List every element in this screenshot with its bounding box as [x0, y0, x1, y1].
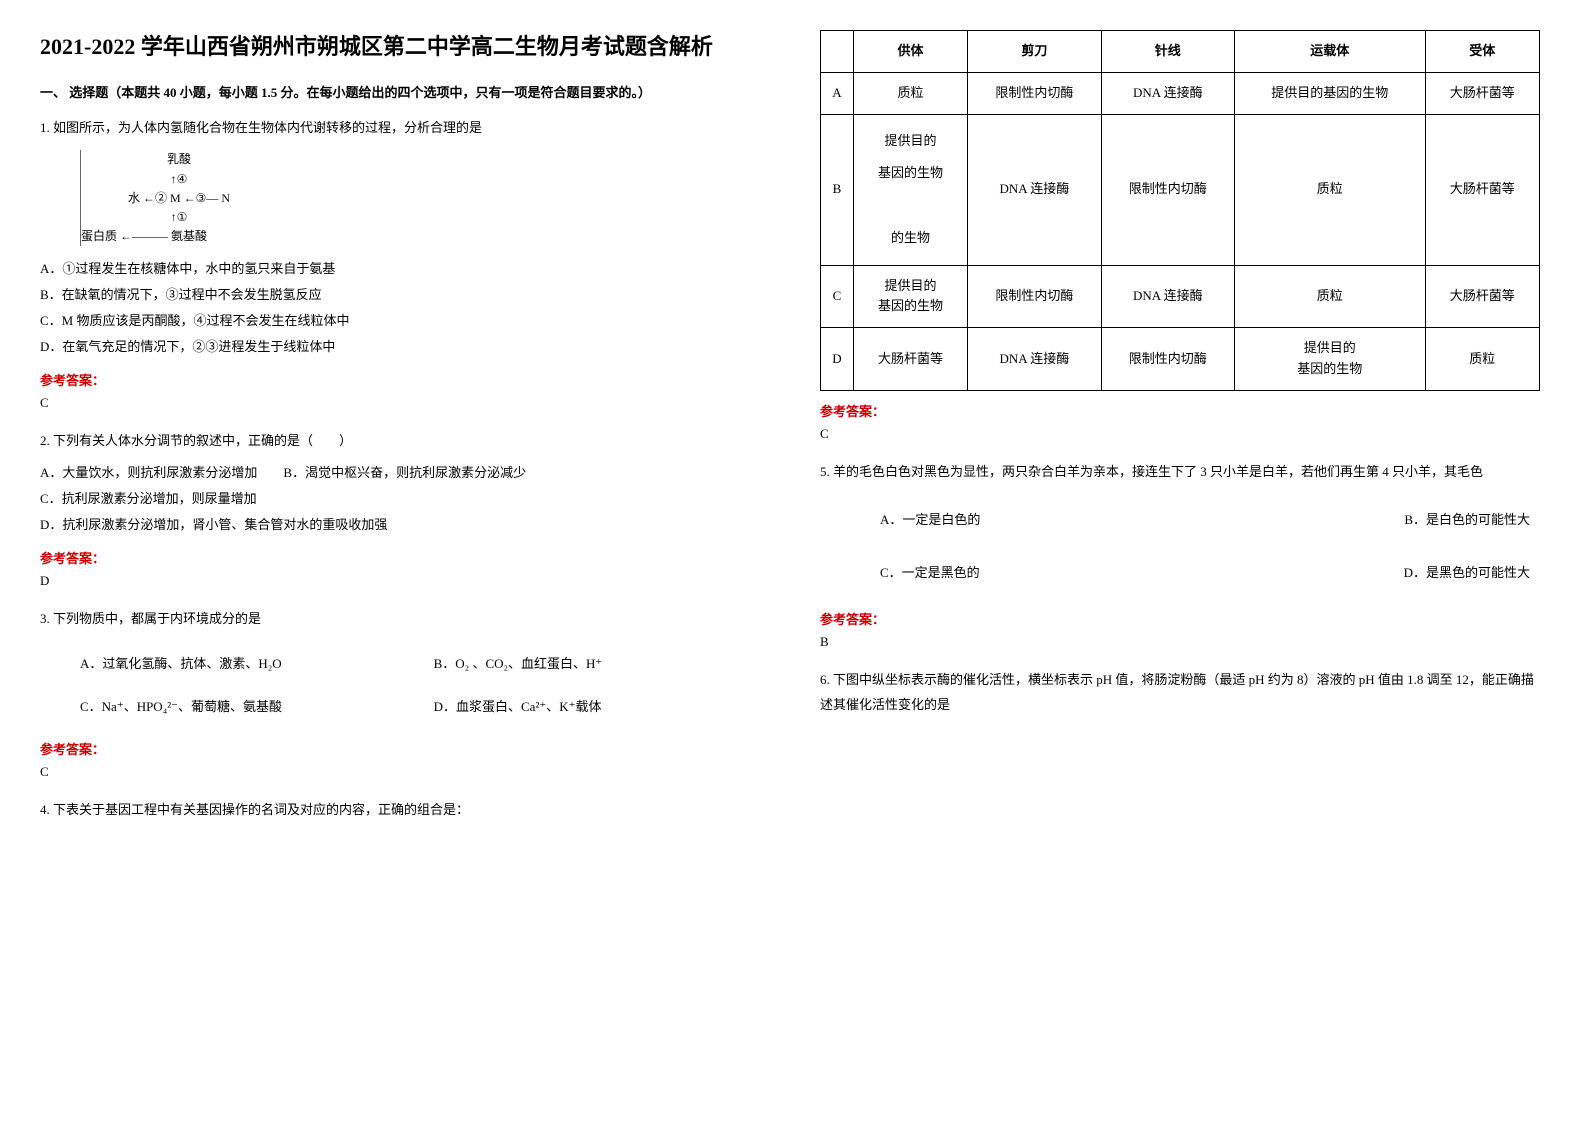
th-needle: 针线 [1101, 31, 1234, 73]
q5-optD: D．是黑色的可能性大 [1194, 557, 1540, 590]
left-column: 2021-2022 学年山西省朔州市朔城区第二中学高二生物月考试题含解析 一、 … [40, 30, 760, 832]
cell-C-0: C [821, 265, 854, 328]
cell-B-0: B [821, 114, 854, 265]
question-6: 6. 下图中纵坐标表示酶的催化活性，横坐标表示 pH 值，将肠淀粉酶（最适 pH… [820, 668, 1540, 717]
cell-A-1: 质粒 [853, 72, 967, 114]
table-row: A 质粒 限制性内切酶 DNA 连接酶 提供目的基因的生物 大肠杆菌等 [821, 72, 1540, 114]
cell-C-1: 提供目的基因的生物 [853, 265, 967, 328]
question-2: 2. 下列有关人体水分调节的叙述中，正确的是（ ） A．大量饮水，则抗利尿激素分… [40, 429, 760, 538]
q6-stem-text: 6. 下图中纵坐标表示酶的催化活性，横坐标表示 pH 值，将肠淀粉酶（最适 pH… [820, 668, 1540, 717]
q2-optC: C．抗利尿激素分泌增加，则尿量增加 [40, 486, 760, 512]
cell-B-3: 限制性内切酶 [1101, 114, 1234, 265]
q4-table: 供体 剪刀 针线 运载体 受体 A 质粒 限制性内切酶 DNA 连接酶 提供目的… [820, 30, 1540, 391]
q5-answer: B [820, 634, 1540, 650]
q2-stem: 2. 下列有关人体水分调节的叙述中，正确的是（ ） [40, 429, 760, 454]
table-header-row: 供体 剪刀 针线 运载体 受体 [821, 31, 1540, 73]
q2-options: A．大量饮水，则抗利尿激素分泌增加 B．渴觉中枢兴奋，则抗利尿激素分泌减少 C．… [40, 460, 760, 538]
section-header: 一、 选择题（本题共 40 小题，每小题 1.5 分。在每小题给出的四个选项中，… [40, 83, 760, 104]
cell-D-0: D [821, 328, 854, 391]
q2-optA: A．大量饮水，则抗利尿激素分泌增加 [40, 465, 257, 480]
q1-optA: A．①过程发生在核糖体中，水中的氢只来自于氨基 [40, 256, 760, 282]
cell-A-2: 限制性内切酶 [968, 72, 1101, 114]
q2-optD: D．抗利尿激素分泌增加，肾小管、集合管对水的重吸收加强 [40, 512, 760, 538]
q1-optD: D．在氧气充足的情况下，②③进程发生于线粒体中 [40, 334, 760, 360]
table-row: D 大肠杆菌等 DNA 连接酶 限制性内切酶 提供目的基因的生物 质粒 [821, 328, 1540, 391]
q5-stem: 5. 羊的毛色白色对黑色为显性，两只杂合白羊为亲本，接连生下了 3 只小羊是白羊… [820, 460, 1540, 485]
page-container: 2021-2022 学年山西省朔州市朔城区第二中学高二生物月考试题含解析 一、 … [40, 30, 1540, 832]
diagram-line4: ↑① [89, 208, 269, 227]
q3-optD: D．血浆蛋白、Ca²⁺、K⁺载体 [434, 695, 760, 718]
diagram-line2: ↑④ [89, 170, 269, 189]
th-scissors: 剪刀 [968, 31, 1101, 73]
cell-B-2: DNA 连接酶 [968, 114, 1101, 265]
cell-B-1: 提供目的基因的生物的生物 [853, 114, 967, 265]
q1-diagram: 乳酸 ↑④ 水 ←② M ←③— N ↑① 蛋白质 ←——— 氨基酸 [80, 150, 760, 246]
diagram-line3: 水 ←② M ←③— N [89, 189, 269, 208]
q1-stem: 1. 如图所示，为人体内氢随化合物在生物体内代谢转移的过程，分析合理的是 [40, 116, 760, 141]
diagram-line5: 蛋白质 ←——— 氨基酸 [81, 227, 760, 246]
cell-C-4: 质粒 [1235, 265, 1426, 328]
q2-answer: D [40, 573, 760, 589]
cell-D-2: DNA 连接酶 [968, 328, 1101, 391]
cell-D-1: 大肠杆菌等 [853, 328, 967, 391]
q5-answer-label: 参考答案： [820, 609, 1540, 628]
th-blank [821, 31, 854, 73]
document-title: 2021-2022 学年山西省朔州市朔城区第二中学高二生物月考试题含解析 [40, 30, 760, 63]
cell-A-0: A [821, 72, 854, 114]
table-row: B 提供目的基因的生物的生物 DNA 连接酶 限制性内切酶 质粒 大肠杆菌等 [821, 114, 1540, 265]
right-column: 供体 剪刀 针线 运载体 受体 A 质粒 限制性内切酶 DNA 连接酶 提供目的… [820, 30, 1540, 832]
cell-D-5: 质粒 [1425, 328, 1539, 391]
cell-D-4: 提供目的基因的生物 [1235, 328, 1426, 391]
question-4-stem: 4. 下表关于基因工程中有关基因操作的名词及对应的内容，正确的组合是： [40, 798, 760, 823]
q5-optC: C．一定是黑色的 [820, 557, 1166, 590]
cell-A-4: 提供目的基因的生物 [1235, 72, 1426, 114]
cell-C-5: 大肠杆菌等 [1425, 265, 1539, 328]
q3-optA: A．过氧化氢酶、抗体、激素、H₂O [80, 652, 406, 675]
q4-answer-label: 参考答案： [820, 401, 1540, 420]
q3-optB: B．O₂ 、CO₂、血红蛋白、H⁺ [434, 652, 760, 675]
th-vector: 运载体 [1235, 31, 1426, 73]
q1-optB: B．在缺氧的情况下，③过程中不会发生脱氢反应 [40, 282, 760, 308]
q3-answer-label: 参考答案： [40, 739, 760, 758]
q5-optA: A．一定是白色的 [820, 504, 1166, 537]
cell-B-4: 质粒 [1235, 114, 1426, 265]
q5-optB: B．是白色的可能性大 [1194, 504, 1540, 537]
diagram-lactic-label: 乳酸 [167, 152, 191, 166]
q4-answer: C [820, 426, 1540, 442]
q3-answer: C [40, 764, 760, 780]
th-donor: 供体 [853, 31, 967, 73]
q2-optB: B．渴觉中枢兴奋，则抗利尿激素分泌减少 [283, 465, 526, 480]
q1-options: A．①过程发生在核糖体中，水中的氢只来自于氨基 B．在缺氧的情况下，③过程中不会… [40, 256, 760, 360]
th-receptor: 受体 [1425, 31, 1539, 73]
question-3: 3. 下列物质中，都属于内环境成分的是 A．过氧化氢酶、抗体、激素、H₂O B．… [40, 607, 760, 718]
question-5: 5. 羊的毛色白色对黑色为显性，两只杂合白羊为亲本，接连生下了 3 只小羊是白羊… [820, 460, 1540, 590]
cell-C-2: 限制性内切酶 [968, 265, 1101, 328]
question-1: 1. 如图所示，为人体内氢随化合物在生物体内代谢转移的过程，分析合理的是 乳酸 … [40, 116, 760, 361]
cell-C-3: DNA 连接酶 [1101, 265, 1234, 328]
cell-A-5: 大肠杆菌等 [1425, 72, 1539, 114]
q4-stem: 4. 下表关于基因工程中有关基因操作的名词及对应的内容，正确的组合是： [40, 798, 760, 823]
q3-stem: 3. 下列物质中，都属于内环境成分的是 [40, 607, 760, 632]
q3-optC: C．Na⁺、HPO₄²⁻、葡萄糖、氨基酸 [80, 695, 406, 718]
cell-B-5: 大肠杆菌等 [1425, 114, 1539, 265]
q5-options: A．一定是白色的 B．是白色的可能性大 C．一定是黑色的 D．是黑色的可能性大 [820, 504, 1540, 589]
q1-answer-label: 参考答案： [40, 370, 760, 389]
q3-options: A．过氧化氢酶、抗体、激素、H₂O B．O₂ 、CO₂、血红蛋白、H⁺ C．Na… [40, 652, 760, 719]
q1-answer: C [40, 395, 760, 411]
q1-optC: C．M 物质应该是丙酮酸，④过程不会发生在线粒体中 [40, 308, 760, 334]
table-row: C 提供目的基因的生物 限制性内切酶 DNA 连接酶 质粒 大肠杆菌等 [821, 265, 1540, 328]
cell-A-3: DNA 连接酶 [1101, 72, 1234, 114]
q2-optAB: A．大量饮水，则抗利尿激素分泌增加 B．渴觉中枢兴奋，则抗利尿激素分泌减少 [40, 460, 760, 486]
q2-answer-label: 参考答案： [40, 548, 760, 567]
cell-D-3: 限制性内切酶 [1101, 328, 1234, 391]
